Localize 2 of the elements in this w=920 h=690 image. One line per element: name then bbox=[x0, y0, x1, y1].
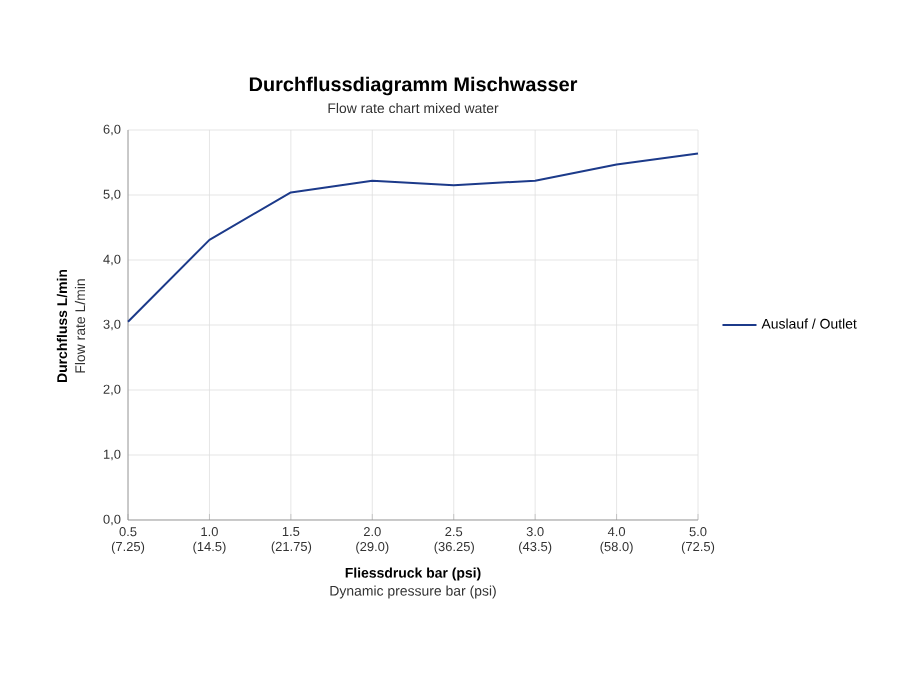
chart-title: Durchflussdiagramm Mischwasser bbox=[249, 76, 578, 96]
line-series bbox=[127, 152, 699, 323]
